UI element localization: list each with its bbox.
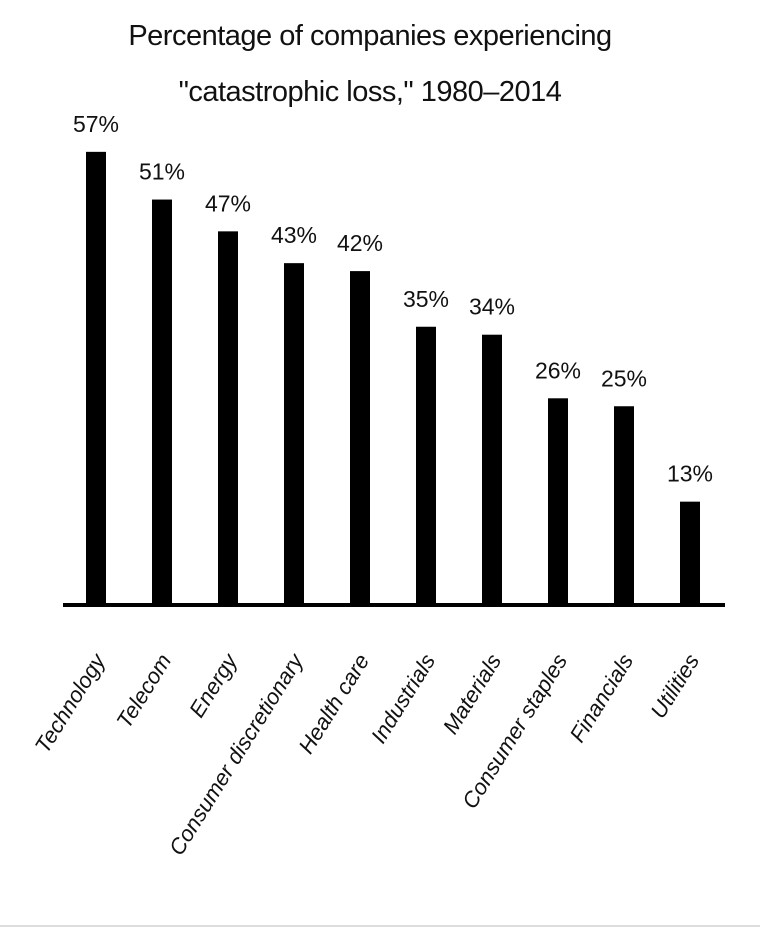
bar xyxy=(482,334,502,605)
value-label: 43% xyxy=(271,222,317,248)
value-label: 51% xyxy=(139,159,185,185)
value-label: 13% xyxy=(667,461,713,487)
bar xyxy=(548,398,568,605)
bar xyxy=(350,271,370,605)
x-tick-label: Utilities xyxy=(645,649,704,722)
chart-title: Percentage of companies experiencing "ca… xyxy=(128,20,612,108)
value-label: 26% xyxy=(535,357,581,383)
x-tick-label: Energy xyxy=(184,648,243,722)
x-tick-label: Technology xyxy=(30,648,111,758)
value-label: 25% xyxy=(601,365,647,391)
x-tick-label: Materials xyxy=(438,649,506,738)
bar xyxy=(680,501,700,605)
value-label: 57% xyxy=(73,111,119,137)
bar xyxy=(284,263,304,605)
bar xyxy=(152,199,172,606)
value-label: 35% xyxy=(403,286,449,312)
bar xyxy=(416,326,436,605)
value-label: 34% xyxy=(469,294,515,320)
x-tick-label: Financials xyxy=(565,649,639,746)
bar xyxy=(86,151,106,605)
x-tick-label: Consumer discretionary xyxy=(164,648,309,860)
x-tick-label: Telecom xyxy=(111,649,176,732)
x-tick-label: Industrials xyxy=(366,649,440,747)
bar xyxy=(218,231,238,605)
value-label: 42% xyxy=(337,230,383,256)
value-label: 47% xyxy=(205,190,251,216)
bar xyxy=(614,406,634,605)
